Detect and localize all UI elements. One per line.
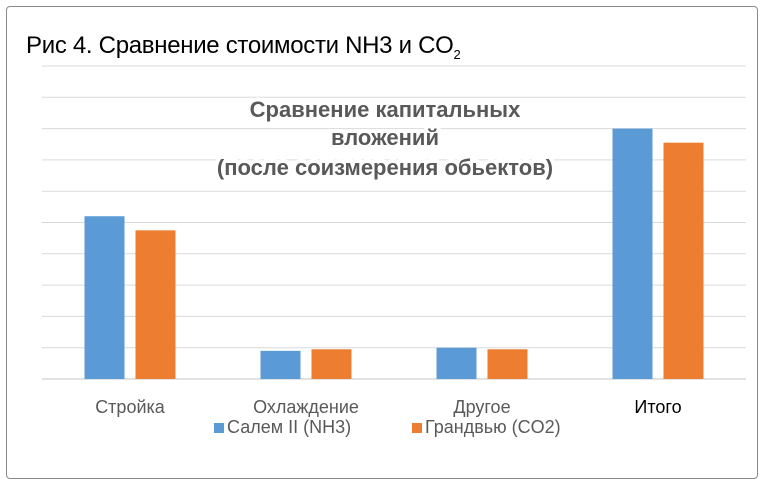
legend-label: Грандвью (CO2) [425,417,561,437]
bar-series-1 [436,347,477,379]
bar-series-2 [135,230,176,379]
chart-title-line: вложений [331,125,439,150]
legend-swatch [412,423,422,433]
bar-series-1 [260,350,301,379]
chart-title-line: Сравнение капитальных [250,97,521,122]
bar-series-1 [84,216,125,379]
x-tick-label: Охлаждение [253,397,359,417]
figure-caption: Рис 4. Сравнение стоимости NH3 и CO2 [26,32,461,62]
bar-series-2 [487,349,528,379]
x-tick-label: Другое [453,397,510,417]
x-tick-label: Итого [634,397,681,417]
x-tick-label: Стройка [95,397,166,417]
bar-series-1 [612,128,653,379]
bar-series-2 [311,349,352,379]
legend-swatch [214,423,224,433]
bar-series-2 [663,142,704,379]
figure-caption-text: Рис 4. Сравнение стоимости NH3 и CO [26,32,454,59]
figure-caption-subscript: 2 [453,46,461,62]
legend-label: Салем II (NH3) [227,417,351,437]
chart-title-line: (после соизмерения обьектов) [217,155,553,180]
